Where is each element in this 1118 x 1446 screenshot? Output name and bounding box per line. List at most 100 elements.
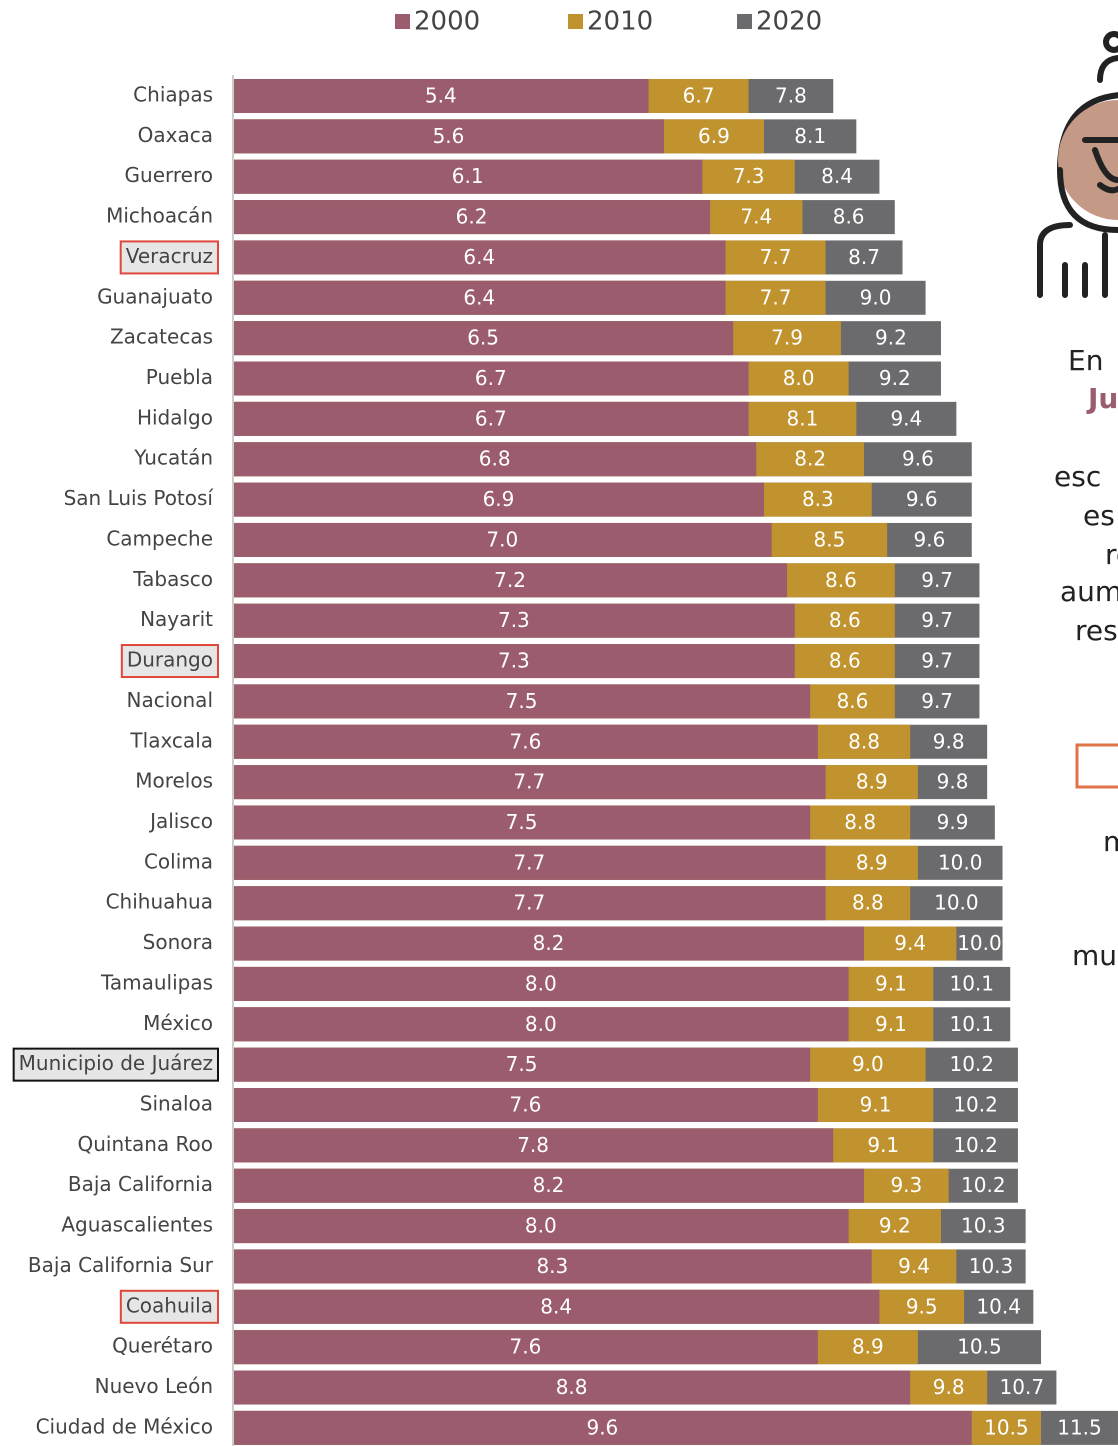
bar — [234, 321, 734, 356]
value-label: 8.6 — [829, 608, 861, 632]
value-label: 7.3 — [733, 164, 765, 188]
bar — [234, 684, 811, 719]
category-highlight — [119, 240, 219, 275]
legend-swatch — [395, 14, 410, 29]
value-label: 9.0 — [860, 285, 892, 309]
value-label: 9.7 — [921, 608, 953, 632]
value-label: 7.8 — [775, 84, 807, 108]
bar — [234, 563, 788, 598]
side-text-line: esc — [1054, 460, 1101, 493]
category-label: Tabasco — [132, 567, 213, 591]
bar — [234, 159, 703, 194]
value-label: 8.0 — [525, 971, 557, 995]
side-text-line: aum — [1060, 575, 1118, 608]
bar — [234, 119, 664, 154]
side-text-line: En — [1068, 344, 1103, 377]
category-label: Colima — [144, 849, 213, 873]
category-label: Coahuila — [126, 1293, 213, 1317]
value-label: 9.5 — [906, 1294, 938, 1318]
value-label: 9.6 — [906, 487, 938, 511]
bar — [234, 1168, 865, 1203]
bar — [234, 401, 749, 436]
value-label: 6.4 — [463, 285, 495, 309]
value-label: 8.8 — [848, 729, 880, 753]
value-label: 8.0 — [525, 1012, 557, 1036]
value-label: 10.0 — [957, 931, 1002, 955]
category-label: Querétaro — [112, 1334, 213, 1358]
value-label: 10.4 — [976, 1294, 1021, 1318]
value-label: 6.1 — [452, 164, 484, 188]
category-label: Chiapas — [133, 83, 213, 107]
value-label: 9.7 — [921, 568, 953, 592]
category-label: Chihuahua — [106, 890, 213, 914]
value-label: 7.3 — [498, 608, 530, 632]
value-label: 8.6 — [825, 568, 857, 592]
value-label: 7.5 — [506, 689, 538, 713]
value-label: 6.7 — [475, 366, 507, 390]
value-label: 10.2 — [949, 1052, 994, 1076]
value-label: 10.7 — [1000, 1375, 1045, 1399]
value-label: 10.5 — [957, 1335, 1002, 1359]
value-label: 5.6 — [433, 124, 465, 148]
side-text-line: m — [1103, 825, 1118, 858]
value-label: 7.4 — [740, 205, 772, 229]
bar — [234, 1249, 872, 1284]
value-label: 9.2 — [875, 326, 907, 350]
bar — [234, 361, 749, 396]
side-text-line: Ju — [1086, 382, 1118, 415]
illustration — [1037, 31, 1118, 298]
value-label: 9.4 — [898, 1254, 930, 1278]
value-label: 8.8 — [852, 891, 884, 915]
bar — [234, 1128, 834, 1163]
value-label: 5.4 — [425, 84, 457, 108]
value-label: 8.9 — [856, 770, 888, 794]
value-label: 6.9 — [483, 487, 515, 511]
category-label: Veracruz — [126, 244, 213, 268]
category-label: Tlaxcala — [129, 728, 213, 752]
value-label: 9.3 — [890, 1173, 922, 1197]
side-text-line: res — [1075, 614, 1118, 647]
bar — [234, 724, 818, 759]
side-text: En Ju esc es re aum res m mu — [1054, 344, 1118, 972]
bar — [234, 280, 726, 315]
category-label: Sinaloa — [140, 1092, 213, 1116]
value-label: 10.0 — [938, 850, 983, 874]
category-label: Baja California — [68, 1172, 213, 1196]
bar — [234, 482, 764, 517]
legend-swatch — [737, 14, 752, 29]
value-label: 7.5 — [506, 810, 538, 834]
value-label: 6.9 — [698, 124, 730, 148]
bar — [234, 926, 865, 961]
category-label: Puebla — [146, 365, 213, 389]
value-label: 8.0 — [783, 366, 815, 390]
value-label: 8.4 — [540, 1294, 572, 1318]
value-label: 8.6 — [837, 689, 869, 713]
value-label: 7.7 — [760, 285, 792, 309]
value-label: 10.5 — [984, 1415, 1029, 1439]
value-label: 7.8 — [517, 1133, 549, 1157]
value-label: 7.2 — [494, 568, 526, 592]
value-label: 8.2 — [533, 1173, 565, 1197]
value-label: 7.5 — [506, 1052, 538, 1076]
category-label: Nacional — [127, 688, 214, 712]
value-label: 8.8 — [844, 810, 876, 834]
bar — [234, 1370, 911, 1405]
bar — [234, 240, 726, 275]
value-label: 8.8 — [556, 1375, 588, 1399]
category-label: Michoacán — [106, 204, 213, 228]
value-label: 7.6 — [510, 1093, 542, 1117]
bar — [234, 845, 826, 880]
value-label: 7.7 — [760, 245, 792, 269]
category-label: Zacatecas — [110, 325, 213, 349]
value-label: 8.1 — [787, 406, 819, 430]
value-label: 9.7 — [921, 689, 953, 713]
category-label: San Luis Potosí — [64, 486, 215, 510]
category-label: México — [143, 1011, 213, 1035]
category-label: Hidalgo — [137, 405, 213, 429]
value-label: 8.3 — [802, 487, 834, 511]
value-label: 10.3 — [969, 1254, 1014, 1278]
bar — [234, 522, 772, 557]
category-label: Nayarit — [140, 607, 213, 631]
category-label: Campeche — [106, 526, 213, 550]
value-label: 8.4 — [821, 164, 853, 188]
